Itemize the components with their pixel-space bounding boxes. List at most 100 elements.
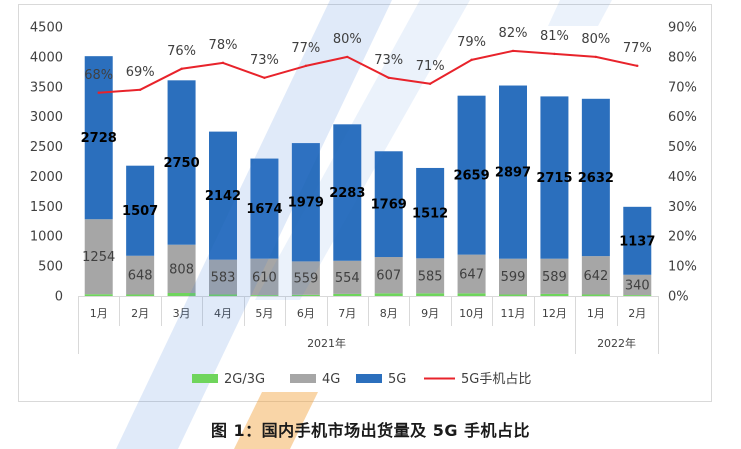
legend-swatch: [192, 374, 218, 383]
bar-value-label: 1254: [82, 250, 115, 265]
share-line: [98, 49, 638, 94]
y-axis-tick-label: 0: [55, 290, 63, 305]
x-axis-tick-label: 7月: [338, 307, 356, 320]
bar-segment-series-0: [291, 294, 320, 296]
bar-segment-series-2: [250, 158, 279, 259]
bar-segment-series-1: [581, 256, 610, 295]
bar-segment-series-0: [333, 293, 362, 296]
x-axis-tick-label: 1月: [587, 307, 605, 320]
bar-segment-series-2: [84, 56, 113, 220]
y-axis-tick-label: 4500: [30, 21, 63, 36]
y2-axis-tick-label: 10%: [668, 260, 697, 275]
bar-segment-series-2: [457, 95, 486, 255]
share-value-label: 81%: [540, 29, 569, 44]
y2-axis-tick-label: 20%: [668, 230, 697, 245]
bar-value-label: 559: [293, 272, 318, 287]
share-line-point: [553, 52, 556, 56]
y-axis-tick-label: 3000: [30, 110, 63, 125]
bar-value-label: 1507: [122, 204, 158, 219]
x-axis-tick-label: 11月: [501, 307, 526, 320]
y-axis-tick-label: 500: [38, 260, 63, 275]
bar-value-label: 610: [252, 270, 277, 285]
share-value-label: 80%: [581, 32, 610, 47]
bar-value-label: 1512: [412, 207, 448, 222]
legend-label: 2G/3G: [224, 372, 265, 387]
bar-value-label: 1137: [619, 234, 655, 249]
bar-segment-series-1: [250, 258, 279, 296]
x-axis-tick-label: 4月: [214, 307, 232, 320]
y2-axis-tick-label: 70%: [668, 80, 697, 95]
bar-segment-series-2: [623, 206, 652, 275]
share-value-label: 68%: [84, 68, 113, 83]
bar-value-label: 2728: [81, 131, 117, 146]
legend-label: 5G: [388, 372, 406, 387]
bar-segment-series-0: [126, 294, 155, 296]
bar-segment-series-0: [499, 294, 527, 296]
y2-axis-tick-label: 40%: [668, 170, 697, 185]
legend-swatch: [356, 374, 382, 383]
y2-axis-tick-label: 50%: [668, 140, 697, 155]
x-axis-tick-label: 6月: [297, 307, 315, 320]
share-value-label: 78%: [209, 38, 238, 53]
bar-value-label: 340: [625, 278, 650, 293]
bar-value-label: 648: [128, 269, 153, 284]
share-value-label: 80%: [333, 32, 362, 47]
bar-value-label: 2142: [205, 189, 241, 204]
share-line-point: [346, 55, 349, 59]
bar-segment-series-1: [416, 258, 445, 294]
bar-value-label: 647: [459, 267, 484, 282]
y2-axis-tick-label: 30%: [668, 200, 697, 215]
x-axis-tick-label: 1月: [90, 307, 108, 320]
y2-axis-tick-label: 90%: [668, 21, 697, 36]
bar-value-label: 1769: [371, 198, 407, 213]
x-axis-tick-label: 2月: [628, 307, 646, 320]
bar-value-label: 2659: [453, 169, 489, 184]
share-value-label: 73%: [250, 53, 279, 68]
bar-segment-series-2: [167, 80, 196, 245]
share-value-label: 77%: [291, 41, 320, 56]
share-line-point: [594, 55, 598, 59]
bar-segment-series-0: [623, 295, 652, 296]
bar-segment-series-1: [291, 261, 320, 295]
share-line-point: [387, 76, 390, 80]
y2-axis-tick-label: 80%: [668, 50, 697, 65]
y-axis-tick-label: 3500: [30, 80, 63, 95]
bar-segment-series-1: [540, 258, 569, 294]
bar-segment-series-1: [457, 254, 486, 294]
share-value-label: 79%: [457, 35, 486, 50]
bar-segment-series-2: [291, 143, 320, 262]
share-line-point: [138, 88, 142, 91]
bar-value-label: 585: [418, 269, 443, 284]
share-value-label: 82%: [499, 26, 528, 41]
bar-segment-series-1: [126, 255, 155, 295]
x-axis-group-label: 2021年: [307, 336, 346, 350]
bar-segment-series-2: [333, 124, 362, 261]
bar-value-label: 642: [583, 269, 608, 284]
bar-segment-series-1: [167, 244, 196, 294]
bar-value-label: 2715: [536, 171, 572, 186]
bar-segment-series-0: [84, 294, 113, 296]
bar-segment-series-2: [209, 131, 237, 260]
bar-segment-series-0: [581, 294, 610, 296]
y2-axis-tick-label: 60%: [668, 110, 697, 125]
y-axis-tick-label: 1000: [30, 230, 63, 245]
bar-value-label: 2283: [329, 186, 365, 201]
share-line-point: [511, 49, 515, 53]
share-line-point: [428, 82, 432, 85]
x-axis-tick-label: 9月: [421, 307, 439, 320]
axes: 0 500 1000 1500 2000 2500 3000 3500 4000 4500 0% 10…: [30, 21, 697, 354]
legend-label: 5G手机占比: [461, 372, 531, 387]
share-value-label: 73%: [374, 53, 403, 68]
y-axis-tick-label: 2500: [30, 140, 63, 155]
bar-segment-series-2: [499, 85, 527, 259]
legend-swatch: [290, 374, 316, 383]
bar-segment-series-2: [540, 96, 569, 259]
share-line-point: [470, 58, 473, 62]
bar-value-label: 589: [542, 270, 567, 285]
bar-value-label: 2897: [495, 166, 531, 181]
bar-value-label: 1979: [288, 196, 324, 211]
share-value-label: 69%: [126, 65, 155, 80]
bar-value-label: 1674: [246, 202, 282, 217]
